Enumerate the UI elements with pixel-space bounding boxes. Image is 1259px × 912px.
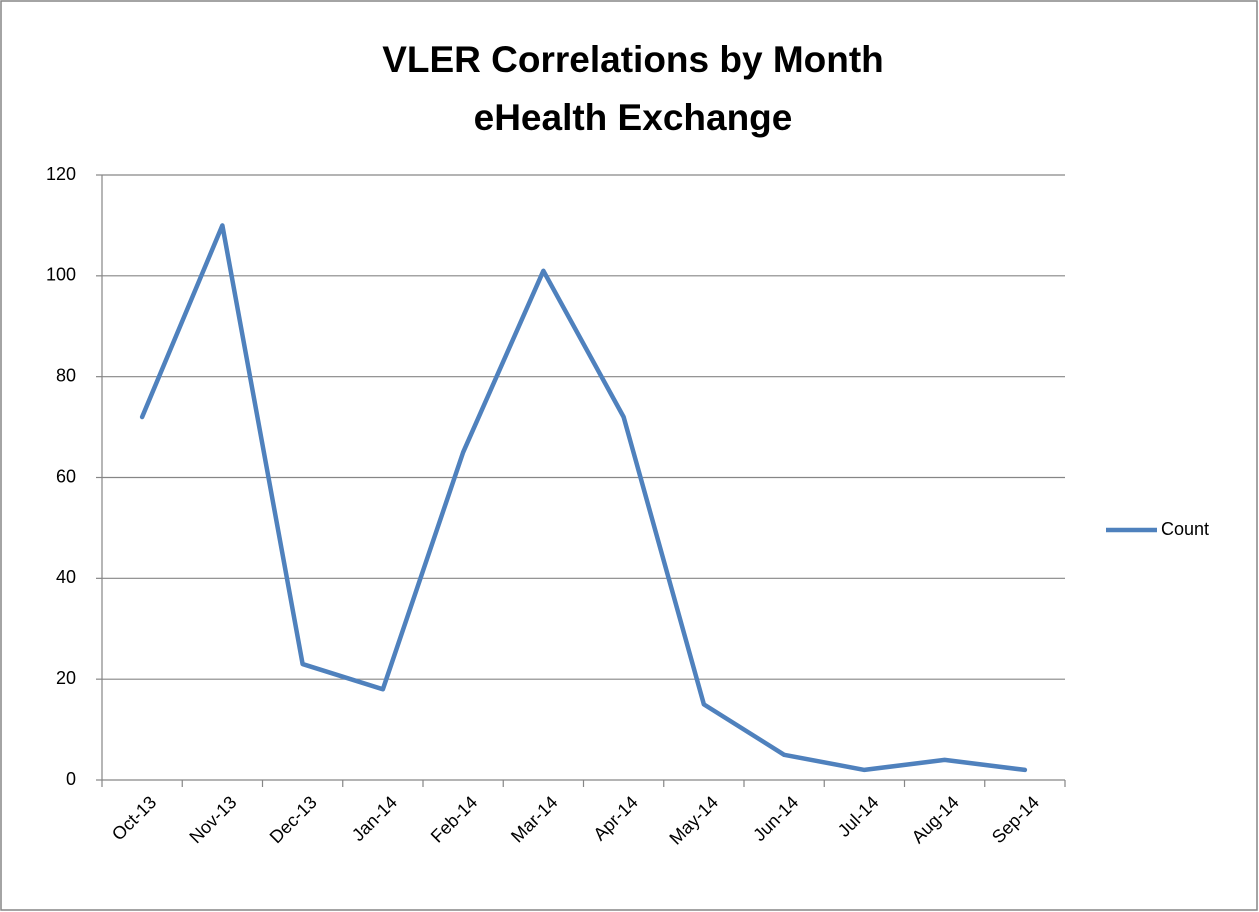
- y-tick-label: 80: [56, 365, 76, 385]
- y-tick-label: 0: [66, 769, 76, 789]
- y-tick-label: 100: [46, 265, 76, 285]
- y-tick-label: 20: [56, 668, 76, 688]
- data-line: [139, 223, 1028, 773]
- y-tick-label: 120: [46, 164, 76, 184]
- y-tick-label: 40: [56, 567, 76, 587]
- chart-title: VLER Correlations by Month: [382, 39, 884, 80]
- chart-subtitle: eHealth Exchange: [474, 97, 793, 138]
- legend-label: Count: [1161, 519, 1209, 539]
- y-tick-label: 60: [56, 466, 76, 486]
